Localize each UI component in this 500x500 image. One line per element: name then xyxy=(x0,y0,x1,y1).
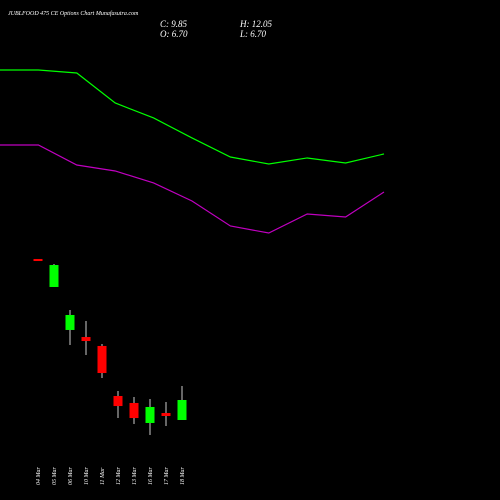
x-tick-label: 12 Mar xyxy=(116,467,122,485)
line-series xyxy=(0,69,385,165)
annotation: O: 6.70 xyxy=(160,29,188,39)
x-tick-label: 11 Mar xyxy=(100,467,106,485)
annotation: L: 6.70 xyxy=(239,29,267,39)
candle-body xyxy=(161,413,171,416)
candle-body xyxy=(49,265,59,287)
x-tick-label: 06 Mar xyxy=(68,467,74,485)
candle-body xyxy=(177,400,187,420)
x-tick-label: 13 Mar xyxy=(132,467,138,485)
candle-body xyxy=(113,396,123,407)
chart-title: JUBLFOOD 475 CE Options Chart Munafasutr… xyxy=(8,10,139,17)
annotation: C: 9.85 xyxy=(160,19,188,29)
candle-body xyxy=(81,337,91,342)
x-tick-label: 04 Mar xyxy=(35,467,42,485)
x-tick-label: 16 Mar xyxy=(148,467,154,485)
candle-body xyxy=(145,406,155,423)
x-tick-label: 18 Mar xyxy=(180,467,186,485)
line-series xyxy=(0,144,385,234)
candle-body xyxy=(33,258,43,262)
candle-body xyxy=(65,314,75,330)
candle-body xyxy=(97,345,107,374)
x-tick-label: 05 Mar xyxy=(52,467,58,485)
x-tick-label: 10 Mar xyxy=(84,467,90,485)
annotation: H: 12.05 xyxy=(239,19,272,29)
candle-body xyxy=(129,402,139,419)
x-tick-label: 17 Mar xyxy=(164,467,170,485)
